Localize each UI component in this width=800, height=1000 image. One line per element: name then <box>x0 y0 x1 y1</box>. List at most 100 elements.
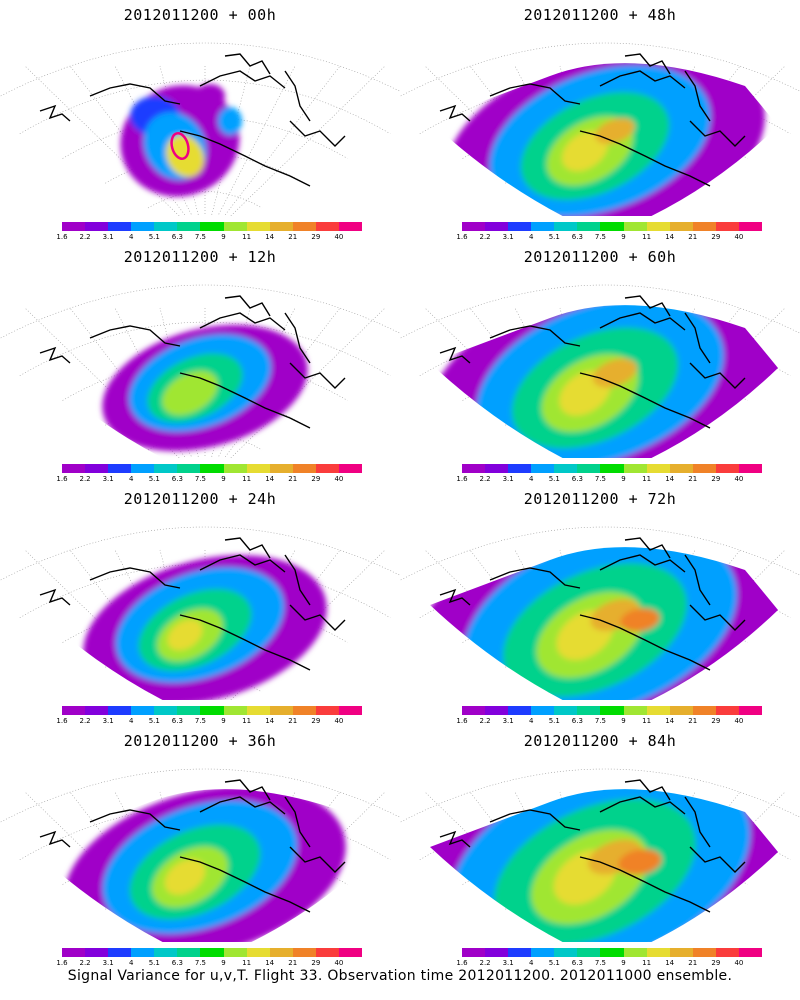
colorbar-swatch <box>154 706 178 715</box>
colorbar-swatch <box>338 464 363 473</box>
colorbar-swatch <box>177 222 201 231</box>
colorbar-tick-label: 1.6 <box>456 233 468 241</box>
colorbar-swatch <box>669 948 693 957</box>
colorbar-tick-label: 1.6 <box>56 959 68 967</box>
colorbar-swatch <box>531 706 555 715</box>
colorbar-tick-label: 11 <box>642 475 652 483</box>
variance-field <box>430 789 778 942</box>
colorbar-tick-label: 29 <box>711 475 721 483</box>
colorbar-ticks: 1.6 2.2 3.1 4 5.1 6.3 7.5 9 11 14 21 29 40 <box>456 475 762 485</box>
colorbar-swatch <box>62 706 86 715</box>
colorbar-swatch <box>246 464 270 473</box>
map-panel: 2012011200 + 60h 1.6 2.2 3.1 4 5.1 6.3 7.5 9 11 14… <box>400 242 800 484</box>
colorbar-swatch <box>223 948 247 957</box>
figure-caption: Signal Variance for u,v,T. Flight 33. Ob… <box>67 968 733 984</box>
colorbar-tick-label: 2.2 <box>79 717 91 725</box>
colorbar-tick-label: 21 <box>688 475 698 483</box>
coastlines <box>39 53 346 187</box>
colorbar-tick-label: 2.2 <box>79 475 91 483</box>
colorbar-swatch <box>315 948 339 957</box>
variance-contour <box>618 849 662 875</box>
colorbar-tick-label: 29 <box>711 717 721 725</box>
variance-map <box>400 768 800 942</box>
map-panel: 2012011200 + 48h 1.6 2.2 3.1 4 5.1 6.3 7.5 9 11 14… <box>400 0 800 242</box>
variance-field <box>430 547 778 700</box>
colorbar-tick-label: 5.1 <box>548 717 560 725</box>
colorbar-swatch <box>246 948 270 957</box>
variance-map <box>0 284 400 458</box>
colorbar-swatch <box>108 706 132 715</box>
colorbar-tick-label: 40 <box>334 717 344 725</box>
colorbar-tick-label: 7.5 <box>594 233 607 241</box>
colorbar-tick-label: 11 <box>242 475 252 483</box>
coastlines <box>39 537 346 671</box>
colorbar-swatch <box>692 706 716 715</box>
colorbar-tick-label: 5.1 <box>148 717 160 725</box>
colorbar-swatch <box>623 464 647 473</box>
colorbar-swatch <box>531 464 555 473</box>
colorbar-swatch <box>85 464 109 473</box>
map-panel: 2012011200 + 12h 1.6 2.2 3.1 4 5.1 6.3 7.5 9 11 14… <box>0 242 400 484</box>
colorbar <box>462 222 763 231</box>
colorbar-tick-label: 7.5 <box>594 959 607 967</box>
colorbar-tick-label: 9 <box>621 233 626 241</box>
colorbar-tick-label: 29 <box>711 959 721 967</box>
colorbar-swatch <box>223 706 247 715</box>
colorbar-swatch <box>715 464 739 473</box>
colorbar-ticks: 1.6 2.2 3.1 4 5.1 6.3 7.5 9 11 14 21 29 40 <box>56 233 362 243</box>
colorbar-tick-label: 3.1 <box>502 717 514 725</box>
colorbar-tick-label: 9 <box>621 475 626 483</box>
colorbar-swatch <box>462 222 486 231</box>
colorbar-tick-label: 3.1 <box>102 233 114 241</box>
colorbar-swatch <box>462 706 486 715</box>
colorbar-swatch <box>85 948 109 957</box>
colorbar-swatch <box>338 222 363 231</box>
coastlines <box>439 53 746 187</box>
variance-field <box>83 555 327 700</box>
panel-title: 2012011200 + 36h <box>123 732 277 750</box>
colorbar-tick-label: 4 <box>128 475 134 483</box>
colorbar-tick-label: 1.6 <box>456 717 468 725</box>
map-panel: 2012011200 + 72h 1.6 2.2 3.1 4 5.1 6.3 7.5 9 11 14… <box>400 484 800 726</box>
map-panel: 2012011200 + 00h 1.6 2.2 3.1 4 5.1 6.3 7.5 9 11 14… <box>0 0 400 242</box>
colorbar-swatch <box>200 464 224 473</box>
variance-map <box>0 768 400 942</box>
colorbar-swatch <box>623 706 647 715</box>
colorbar-swatch <box>738 706 763 715</box>
colorbar <box>62 222 363 231</box>
colorbar-tick-label: 4 <box>128 233 134 241</box>
colorbar-swatch <box>600 948 624 957</box>
variance-contour <box>195 84 225 108</box>
coastlines <box>439 295 746 429</box>
colorbar-tick-label: 4 <box>128 717 134 725</box>
colorbar-tick-label: 4 <box>528 959 534 967</box>
colorbar-swatch <box>462 464 486 473</box>
colorbar-ticks: 1.6 2.2 3.1 4 5.1 6.3 7.5 9 11 14 21 29 40 <box>56 475 362 485</box>
colorbar-swatch <box>315 706 339 715</box>
colorbar-tick-label: 11 <box>242 959 252 967</box>
coastlines <box>439 537 746 671</box>
colorbar-swatch <box>577 464 601 473</box>
colorbar-tick-label: 4 <box>128 959 134 967</box>
colorbar-swatch <box>531 222 555 231</box>
colorbar-swatch <box>154 222 178 231</box>
map-panel: 2012011200 + 84h 1.6 2.2 3.1 4 5.1 6.3 7.5 9 11 14… <box>400 726 800 968</box>
colorbar-tick-label: 1.6 <box>56 717 68 725</box>
colorbar-tick-label: 7.5 <box>194 475 207 483</box>
colorbar-swatch <box>315 222 339 231</box>
colorbar-tick-label: 5.1 <box>148 233 160 241</box>
colorbar-swatch <box>269 222 293 231</box>
colorbar-tick-label: 14 <box>665 959 675 967</box>
colorbar-tick-label: 29 <box>711 233 721 241</box>
colorbar-tick-label: 5.1 <box>548 475 560 483</box>
variance-field <box>102 324 308 452</box>
colorbar-tick-label: 14 <box>265 475 275 483</box>
colorbar-tick-label: 7.5 <box>594 717 607 725</box>
colorbar-swatch <box>177 464 201 473</box>
colorbar-swatch <box>669 706 693 715</box>
colorbar-swatch <box>485 222 509 231</box>
colorbar-tick-label: 6.3 <box>171 717 183 725</box>
colorbar-tick-label: 2.2 <box>479 959 491 967</box>
colorbar <box>62 464 363 473</box>
colorbar-tick-label: 4 <box>528 717 534 725</box>
